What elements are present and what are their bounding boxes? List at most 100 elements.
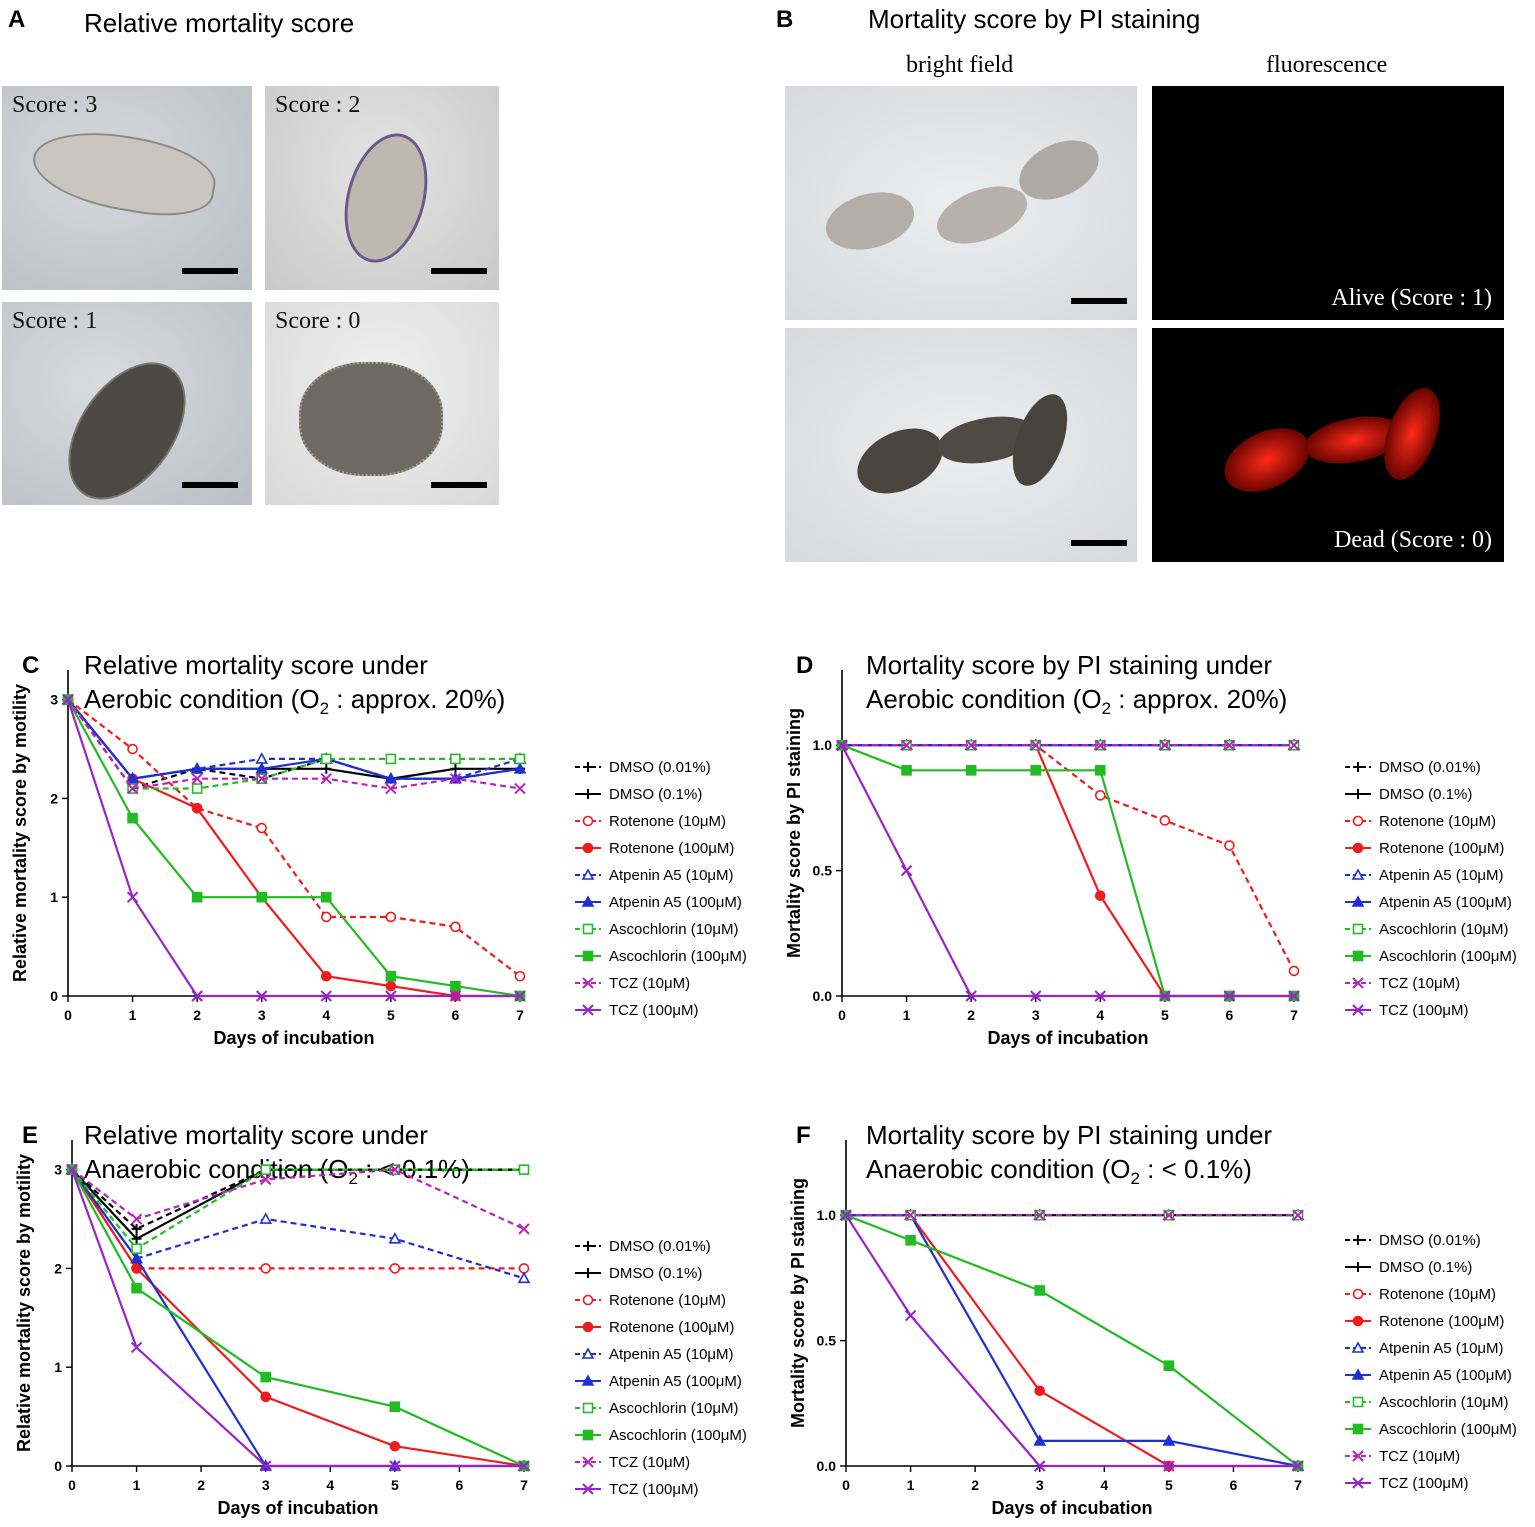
series-9 <box>62 693 526 1002</box>
data-point <box>320 990 332 1002</box>
data-point <box>1288 965 1300 977</box>
legend-label: DMSO (0.01%) <box>1379 1232 1481 1249</box>
data-point <box>385 911 397 923</box>
data-point <box>1163 1209 1175 1221</box>
data-point <box>965 739 977 751</box>
series-8 <box>66 1163 530 1235</box>
series-line <box>67 698 521 790</box>
panel-a-letter: A <box>8 6 26 33</box>
data-point <box>840 1209 852 1221</box>
legend-marker <box>1351 1341 1365 1353</box>
data-point <box>1223 990 1236 1002</box>
series-9 <box>836 739 1300 1002</box>
y-tick-label: 1 <box>54 1359 62 1375</box>
data-point <box>900 739 913 751</box>
data-point <box>1034 1209 1046 1221</box>
legend-marker <box>1352 815 1364 827</box>
data-point <box>1292 1460 1304 1472</box>
data-point <box>260 1164 272 1175</box>
series-2 <box>836 739 1300 977</box>
legend-marker <box>1353 1262 1363 1272</box>
data-point <box>836 739 848 751</box>
legend-label: Rotenone (100μM) <box>1379 840 1504 857</box>
legend-marker <box>581 868 595 880</box>
fluorescence-dead: Dead (Score : 0) <box>1152 328 1504 562</box>
x-tick-label: 7 <box>1294 1477 1302 1493</box>
series-line <box>845 1214 1299 1467</box>
legend-label: TCZ (100μM) <box>1379 1002 1468 1019</box>
data-point <box>1224 840 1235 851</box>
y-tick-label: 1.0 <box>813 737 833 753</box>
data-point <box>389 1440 401 1452</box>
data-point <box>1030 765 1042 776</box>
data-point <box>514 753 526 765</box>
x-tick-label: 2 <box>197 1477 205 1493</box>
panel-letter: D <box>796 652 814 679</box>
series-line <box>67 698 521 978</box>
data-point <box>904 1309 917 1322</box>
data-point <box>513 762 527 774</box>
series-line <box>71 1168 524 1468</box>
data-point <box>191 783 203 794</box>
data-point <box>260 1391 272 1403</box>
x-tick-label: 6 <box>452 1007 460 1023</box>
legend-label: Atpenin A5 (100μM) <box>1379 894 1512 911</box>
scale-bar <box>431 268 487 274</box>
series-line <box>845 1214 1298 1468</box>
legend: DMSO (0.01%) DMSO (0.1%) Rotenone (10μM) Ro… <box>575 759 747 1019</box>
x-tick-label: 4 <box>326 1477 334 1493</box>
y-axis-label: Relative mortality score by motility <box>14 1154 34 1452</box>
data-point <box>320 891 332 903</box>
data-point <box>131 1233 142 1244</box>
x-tick-label: 3 <box>1036 1477 1044 1493</box>
x-tick-label: 6 <box>1226 1007 1234 1023</box>
legend-marker <box>582 923 594 935</box>
legend-label: DMSO (0.1%) <box>1379 1259 1472 1276</box>
bright-field-dead <box>785 328 1137 562</box>
series-line <box>67 698 521 780</box>
data-point <box>260 1371 272 1383</box>
data-point <box>321 763 332 774</box>
panel-letter: C <box>22 652 40 679</box>
data-point <box>190 762 204 774</box>
fluorescence-header: fluorescence <box>1266 52 1388 78</box>
legend-marker <box>1352 1288 1364 1300</box>
data-point <box>255 752 269 764</box>
series-line <box>71 1168 525 1468</box>
series-3 <box>66 1164 530 1472</box>
data-point <box>1292 1209 1304 1221</box>
chart-title-line2: Aerobic condition (O2 : approx. 20%) <box>866 684 1288 719</box>
score-0-label: Score : 0 <box>275 308 361 334</box>
panel-b-letter: B <box>776 6 794 33</box>
score-2-label: Score : 2 <box>275 92 361 118</box>
data-point <box>1288 739 1300 751</box>
series-line <box>70 1169 524 1468</box>
data-point <box>126 772 139 784</box>
data-point <box>127 812 138 824</box>
chart-title-line1: Relative mortality score under <box>84 650 428 680</box>
x-tick-label: 4 <box>1096 1007 1104 1023</box>
legend-marker <box>582 1294 594 1306</box>
data-point <box>1159 739 1171 751</box>
data-point <box>385 782 397 795</box>
series-line <box>67 698 521 780</box>
line-chart-svg: 0 1 2 3 4 5 6 7 0 1 2 3 Days of incubation Relative m… <box>14 1140 747 1518</box>
legend-marker <box>582 1402 594 1414</box>
data-point <box>385 980 397 992</box>
legend-marker <box>581 1347 595 1359</box>
data-point <box>62 693 74 706</box>
y-tick-label: 0.0 <box>813 988 833 1004</box>
data-point <box>256 891 268 903</box>
data-point <box>1094 739 1106 751</box>
legend-label: Rotenone (10μM) <box>1379 813 1496 830</box>
legend-marker <box>1351 868 1365 880</box>
data-point <box>389 1263 401 1274</box>
data-point <box>901 765 912 776</box>
legend-label: Atpenin A5 (10μM) <box>1379 1340 1504 1357</box>
x-tick-label: 5 <box>387 1007 395 1023</box>
micrograph-score-3: Score : 3 <box>2 86 252 290</box>
series-5 <box>65 1162 531 1471</box>
data-point <box>131 1263 142 1274</box>
data-point <box>1034 1460 1046 1472</box>
y-tick-label: 0.5 <box>813 863 833 879</box>
